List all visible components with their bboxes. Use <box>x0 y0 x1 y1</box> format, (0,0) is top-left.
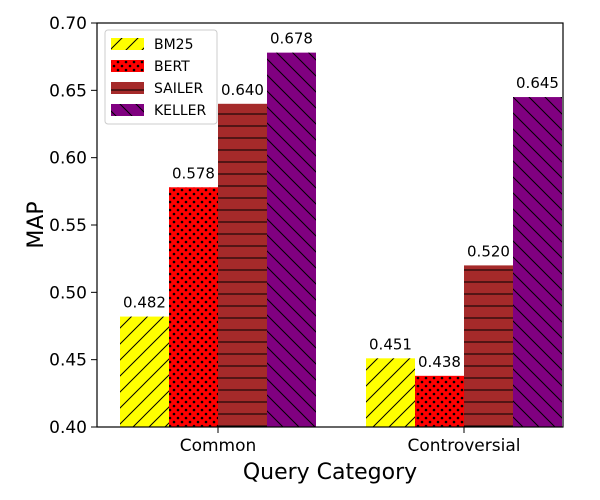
data-label: 0.578 <box>172 164 215 182</box>
legend-swatch-hatch-bm25 <box>111 38 144 50</box>
data-label: 0.678 <box>270 30 313 48</box>
bar-hatch-bert-common <box>169 187 218 427</box>
bar-hatch-sailer-common <box>218 103 267 428</box>
y-tick-label: 0.45 <box>49 351 87 371</box>
bar-hatch-bert-controversial <box>415 375 464 427</box>
data-label: 0.520 <box>467 242 510 260</box>
legend-label-keller: KELLER <box>154 103 206 119</box>
bar-hatch-bm25-controversial <box>366 358 415 427</box>
data-label: 0.438 <box>418 353 461 371</box>
x-tick-label: Controversial <box>408 436 521 456</box>
bar-hatch-bm25-common <box>120 316 169 427</box>
y-tick-label: 0.60 <box>49 149 87 169</box>
legend-swatch-hatch-bert <box>111 60 144 72</box>
legend-box <box>104 29 218 125</box>
y-tick-label: 0.65 <box>49 81 87 101</box>
data-label: 0.645 <box>516 74 559 92</box>
data-label: 0.482 <box>123 294 166 312</box>
bar-hatch-keller-common <box>267 52 316 427</box>
bar-hatch-keller-controversial <box>513 97 562 428</box>
data-label: 0.640 <box>221 81 264 99</box>
legend-label-bert: BERT <box>154 59 190 75</box>
data-label: 0.451 <box>369 335 412 353</box>
legend-label-sailer: SAILER <box>154 81 203 97</box>
bar-hatch-sailer-controversial <box>464 265 513 427</box>
y-tick-label: 0.70 <box>49 14 87 34</box>
y-tick-label: 0.50 <box>49 283 87 303</box>
x-axis-title: Query Category <box>243 460 417 485</box>
y-tick-label: 0.40 <box>49 418 87 438</box>
y-axis-title: MAP <box>24 201 49 248</box>
legend-swatch-hatch-sailer <box>111 82 144 94</box>
x-tick-label: Common <box>180 436 257 456</box>
legend-swatch-hatch-keller <box>111 104 144 116</box>
legend-label-bm25: BM25 <box>154 37 194 53</box>
y-tick-label: 0.55 <box>49 216 87 236</box>
